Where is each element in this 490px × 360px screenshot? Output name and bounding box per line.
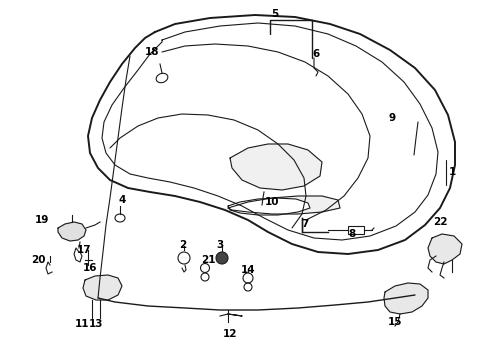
Polygon shape: [58, 222, 86, 241]
Text: 4: 4: [118, 195, 126, 205]
Circle shape: [216, 252, 228, 264]
Text: 17: 17: [77, 245, 91, 255]
Text: 19: 19: [35, 215, 49, 225]
Text: 14: 14: [241, 265, 255, 275]
Text: 11: 11: [75, 319, 89, 329]
Polygon shape: [230, 144, 322, 190]
Text: 8: 8: [348, 229, 356, 239]
Polygon shape: [228, 198, 310, 215]
Bar: [348, 226, 364, 234]
Text: 3: 3: [217, 240, 223, 250]
Text: 10: 10: [265, 197, 279, 207]
Polygon shape: [228, 196, 340, 214]
Text: 5: 5: [271, 9, 279, 19]
Polygon shape: [83, 275, 122, 300]
Text: 13: 13: [89, 319, 103, 329]
Text: 20: 20: [31, 255, 45, 265]
Text: 6: 6: [313, 49, 319, 59]
Polygon shape: [428, 234, 462, 264]
Text: 7: 7: [301, 219, 309, 229]
Polygon shape: [384, 283, 428, 314]
Text: 22: 22: [433, 217, 447, 227]
Text: 2: 2: [179, 240, 187, 250]
Text: 1: 1: [448, 167, 456, 177]
Text: 18: 18: [145, 47, 159, 57]
Text: 9: 9: [389, 113, 395, 123]
Text: 15: 15: [388, 317, 402, 327]
Text: 12: 12: [223, 329, 237, 339]
Text: 16: 16: [83, 263, 97, 273]
Text: 21: 21: [201, 255, 215, 265]
